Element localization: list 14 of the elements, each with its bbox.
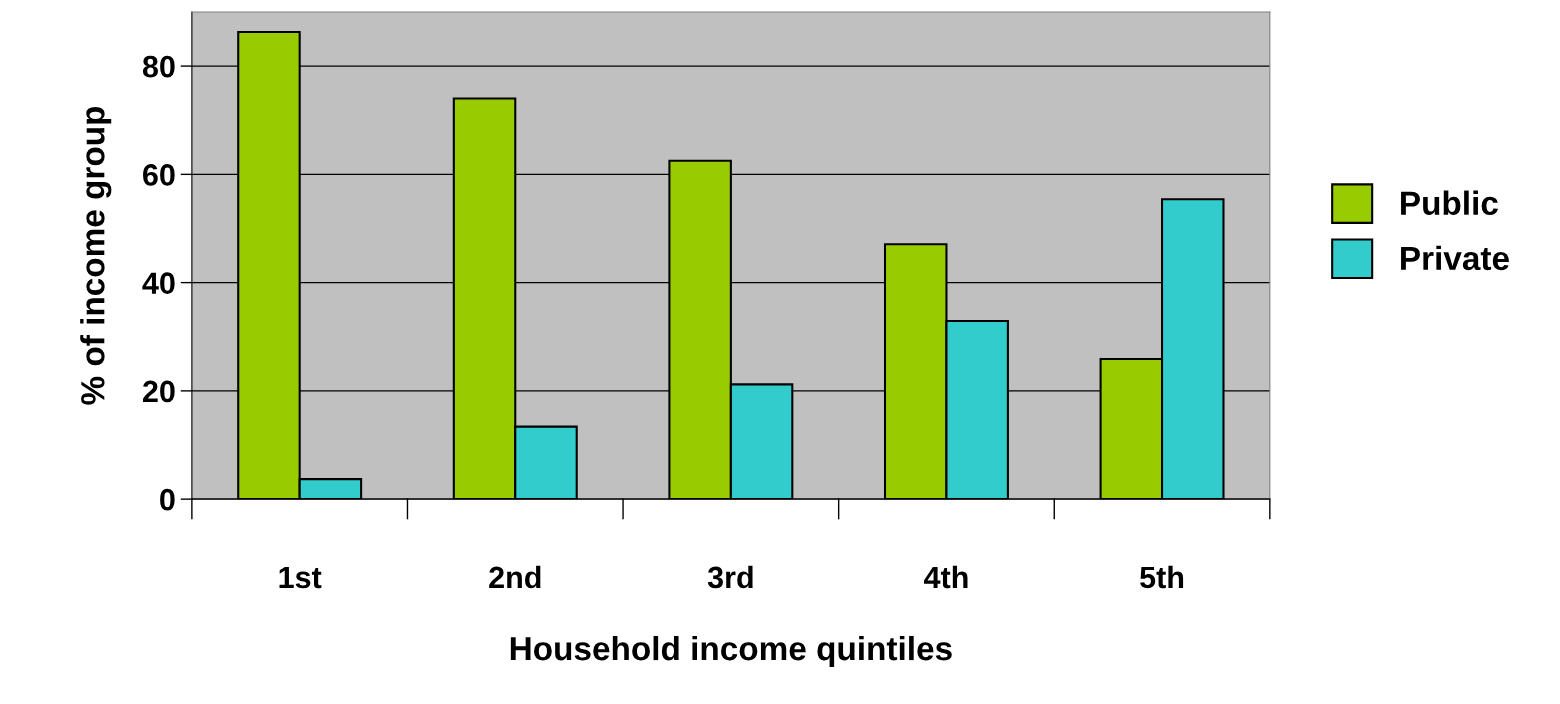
x-tick-label: 5th [1140,565,1184,589]
x-tick-label: 1st [279,566,322,589]
x-tick-label: 3rd [707,565,753,589]
legend-label: Private [1401,245,1509,271]
y-tick-label: 40 [142,272,175,294]
y-tick-label: 20 [142,380,175,403]
x-axis-title: Household income quintiles [510,635,952,668]
legend-label: Public [1401,190,1498,216]
x-tick-label: 4th [924,565,968,589]
y-tick-label: 80 [142,55,175,78]
y-tick-label: 60 [143,164,175,186]
y-axis-title: % of income group [80,106,112,405]
x-tick-label: 2nd [489,565,541,589]
y-tick-label: 0 [160,488,175,511]
